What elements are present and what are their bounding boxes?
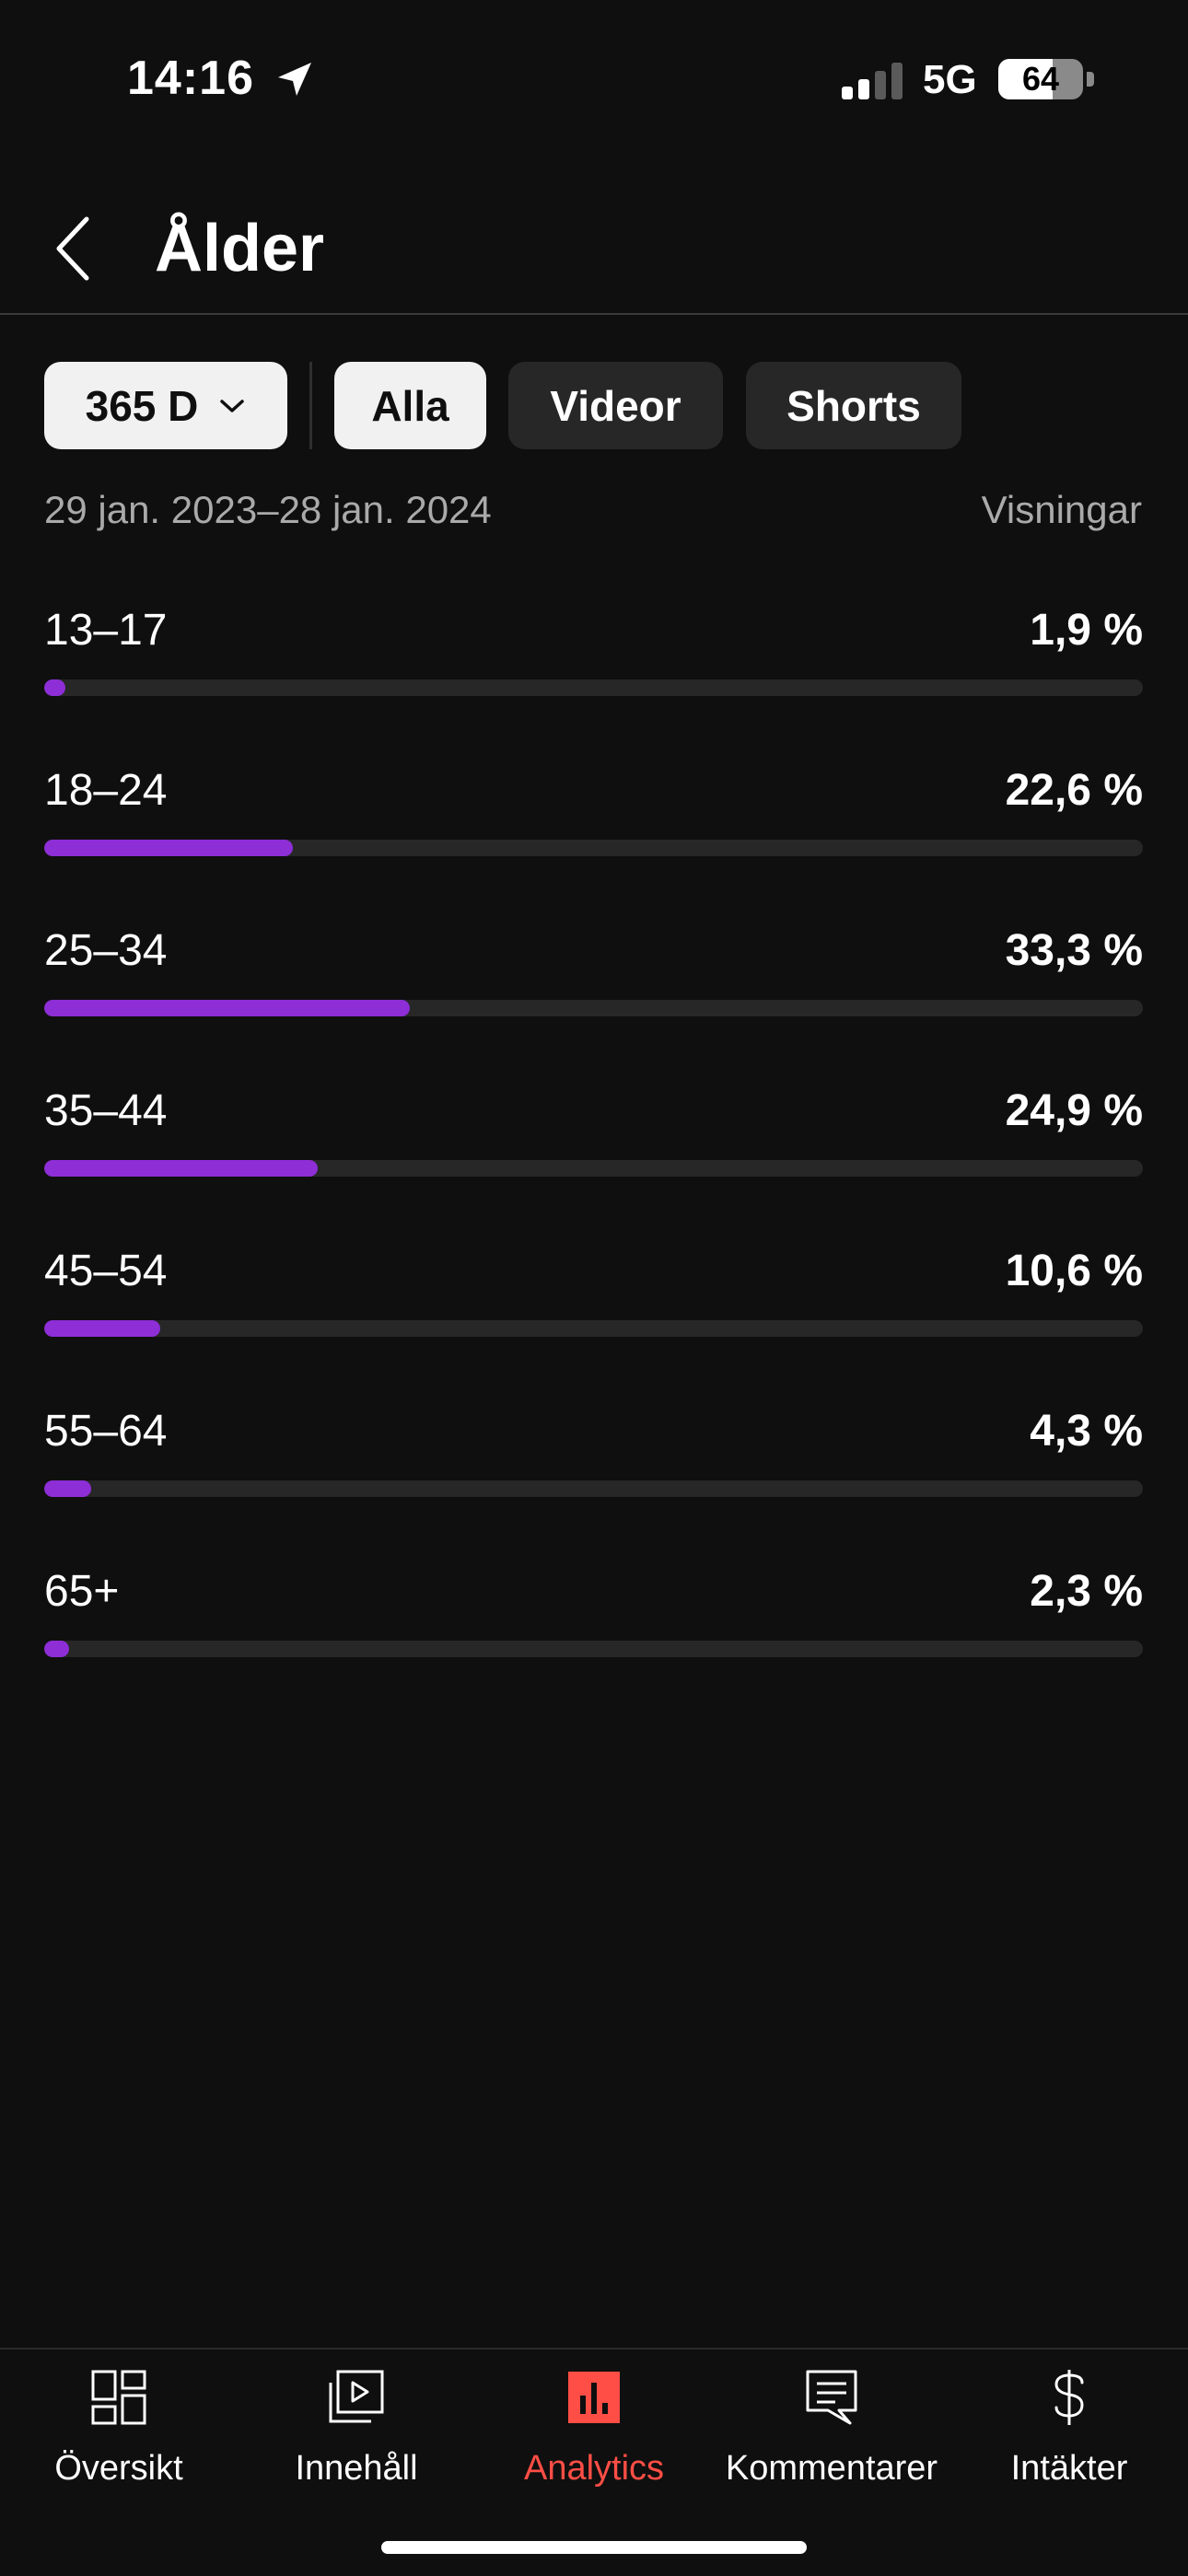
- age-percentage: 22,6 %: [1005, 766, 1143, 815]
- nav-label: Kommentarer: [725, 2449, 938, 2488]
- progress-track: [44, 679, 1143, 696]
- progress-track: [44, 1480, 1143, 1497]
- age-label: 45–54: [44, 1247, 168, 1295]
- age-percentage: 24,9 %: [1005, 1086, 1143, 1135]
- age-label: 55–64: [44, 1407, 168, 1456]
- nav-item-intakter[interactable]: Intäkter: [950, 2350, 1188, 2506]
- location-arrow-icon: [278, 63, 311, 96]
- nav-label: Analytics: [523, 2449, 665, 2488]
- status-time: 14:16: [127, 52, 254, 105]
- home-indicator[interactable]: [381, 2541, 807, 2554]
- nav-item-kommentarer[interactable]: Kommentarer: [713, 2350, 950, 2506]
- age-percentage: 10,6 %: [1005, 1247, 1143, 1295]
- nav-label: Översikt: [54, 2449, 183, 2488]
- metric-label: Visningar: [981, 488, 1142, 531]
- bottom-navigation: Översikt Innehåll Analytics Kommentarer: [0, 2348, 1188, 2576]
- progress-track: [44, 1160, 1143, 1177]
- progress-fill: [44, 679, 65, 696]
- age-row-55-64: 55–64 4,3 %: [44, 1399, 1143, 1560]
- chevron-down-icon: [220, 399, 245, 412]
- progress-fill: [44, 840, 293, 856]
- period-label: 365 D: [85, 381, 199, 430]
- battery-icon: 64: [998, 59, 1083, 99]
- network-type: 5G: [923, 57, 977, 102]
- filter-chip-alla[interactable]: Alla: [334, 362, 486, 449]
- nav-item-oversikt[interactable]: Översikt: [0, 2350, 238, 2506]
- cellular-signal-icon: [842, 63, 903, 99]
- age-label: 18–24: [44, 766, 168, 815]
- age-percentage: 4,3 %: [1030, 1407, 1143, 1456]
- dollar-icon: [1054, 2370, 1084, 2425]
- date-range: 29 jan. 2023–28 jan. 2024: [44, 488, 492, 531]
- age-breakdown-list: 13–17 1,9 % 18–24 22,6 % 25–34 33,3 % 35…: [44, 598, 1143, 1720]
- age-percentage: 33,3 %: [1005, 926, 1143, 975]
- progress-track: [44, 1000, 1143, 1016]
- header: Ålder: [0, 184, 1188, 315]
- age-row-18-24: 18–24 22,6 %: [44, 759, 1143, 919]
- age-row-13-17: 13–17 1,9 %: [44, 598, 1143, 759]
- nav-item-innehall[interactable]: Innehåll: [238, 2350, 475, 2506]
- progress-fill: [44, 1480, 92, 1497]
- battery-percentage: 64: [1021, 60, 1060, 98]
- nav-item-analytics[interactable]: Analytics: [475, 2350, 713, 2506]
- age-label: 13–17: [44, 606, 168, 655]
- progress-fill: [44, 1641, 70, 1657]
- age-row-45-54: 45–54 10,6 %: [44, 1239, 1143, 1399]
- video-library-icon: [329, 2370, 384, 2423]
- progress-fill: [44, 1320, 161, 1337]
- age-label: 25–34: [44, 926, 168, 975]
- age-percentage: 1,9 %: [1030, 606, 1143, 655]
- nav-label: Intäkter: [1010, 2449, 1128, 2488]
- nav-label: Innehåll: [295, 2449, 418, 2488]
- progress-fill: [44, 1000, 411, 1016]
- battery-tip: [1087, 72, 1094, 87]
- back-arrow-icon[interactable]: [48, 210, 99, 287]
- progress-track: [44, 840, 1143, 856]
- age-label: 35–44: [44, 1086, 168, 1135]
- progress-track: [44, 1320, 1143, 1337]
- age-row-25-34: 25–34 33,3 %: [44, 919, 1143, 1079]
- age-row-35-44: 35–44 24,9 %: [44, 1079, 1143, 1239]
- filter-chip-videor[interactable]: Videor: [508, 362, 723, 449]
- status-bar: 14:16 5G 64: [0, 0, 1188, 157]
- filter-chip-shorts[interactable]: Shorts: [746, 362, 961, 449]
- period-dropdown[interactable]: 365 D: [44, 362, 287, 449]
- chip-divider: [309, 362, 312, 449]
- age-label: 65+: [44, 1567, 120, 1616]
- age-percentage: 2,3 %: [1030, 1567, 1143, 1616]
- dashboard-icon: [91, 2370, 146, 2425]
- comment-icon: [806, 2370, 857, 2425]
- progress-fill: [44, 1160, 319, 1177]
- progress-track: [44, 1641, 1143, 1657]
- battery-level: [998, 59, 1053, 99]
- analytics-icon: [568, 2372, 620, 2423]
- age-row-65-plus: 65+ 2,3 %: [44, 1560, 1143, 1720]
- page-title: Ålder: [155, 212, 325, 285]
